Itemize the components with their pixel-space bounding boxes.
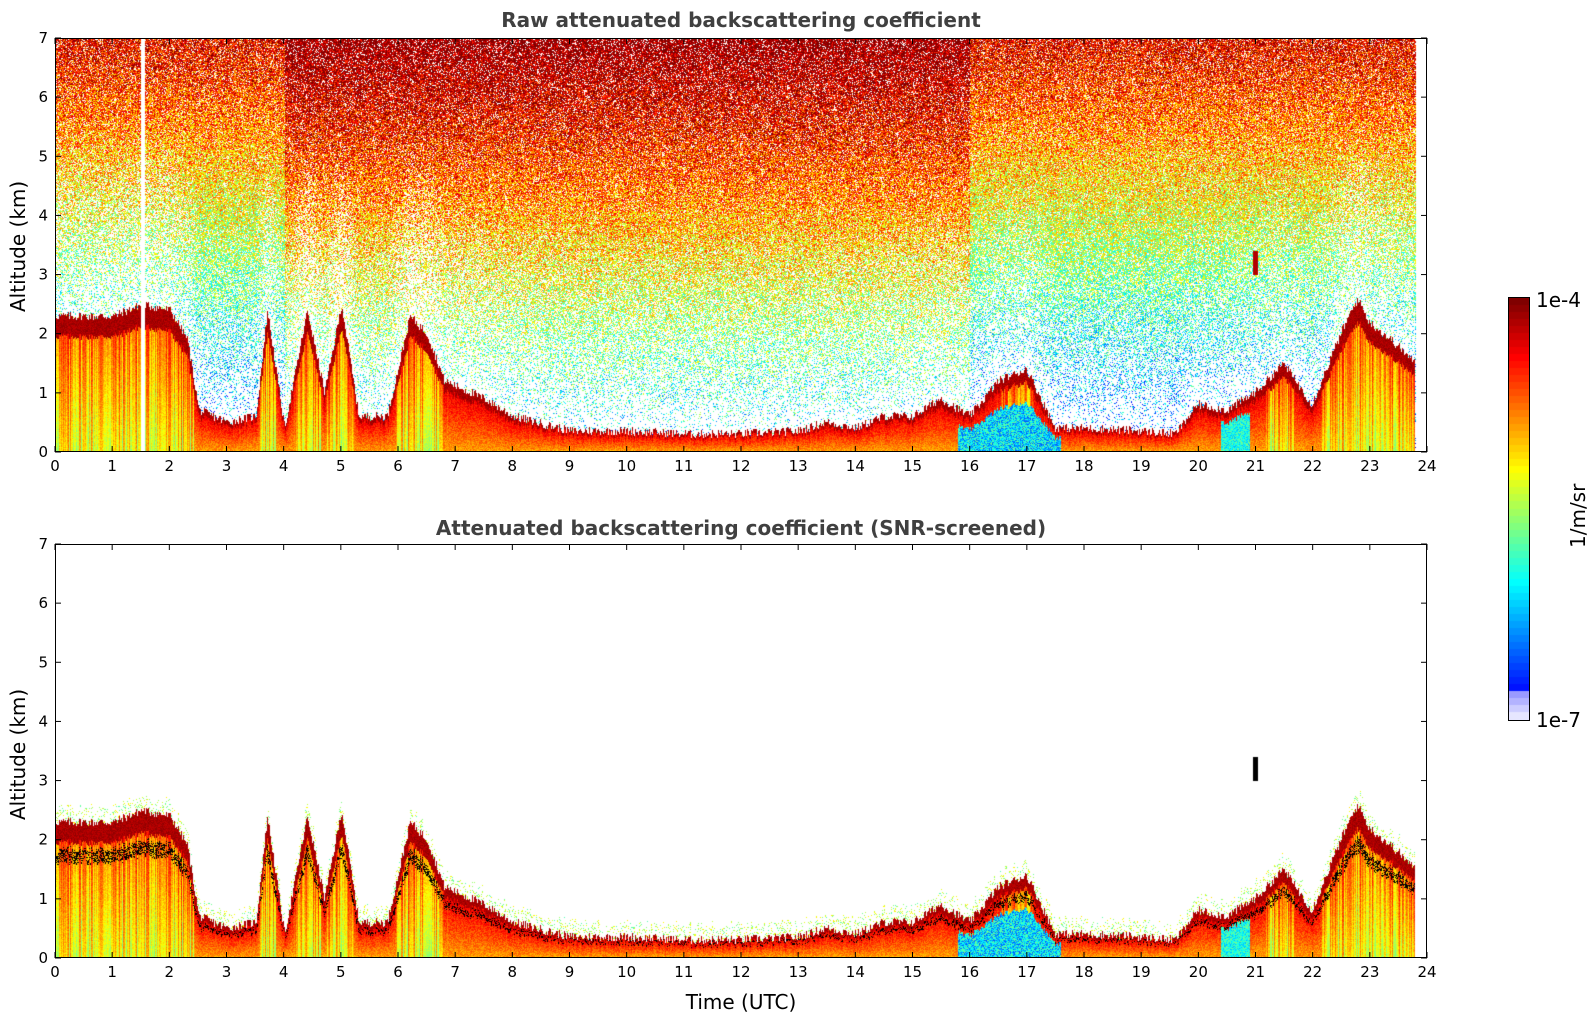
- top-ytick-label: 3: [38, 266, 48, 284]
- top-xtick-label: 10: [617, 457, 636, 475]
- top-xtick-label: 7: [450, 457, 460, 475]
- top-xtick-label: 19: [1132, 457, 1151, 475]
- bottom-xtick-label: 2: [165, 963, 175, 981]
- bottom-xtick-label: 13: [789, 963, 808, 981]
- bottom-xtick-label: 14: [846, 963, 865, 981]
- top-xtick-label: 0: [50, 457, 60, 475]
- top-xtick-label: 2: [165, 457, 175, 475]
- top-xtick-label: 4: [279, 457, 289, 475]
- top-ytick-label: 0: [38, 443, 48, 461]
- bottom-ytick-label: 1: [38, 890, 48, 908]
- top-xtick-label: 13: [789, 457, 808, 475]
- top-xtick-label: 15: [903, 457, 922, 475]
- top-xtick-label: 24: [1417, 457, 1436, 475]
- top-xtick-label: 17: [1017, 457, 1036, 475]
- top-ytick-label: 1: [38, 384, 48, 402]
- top-xtick-label: 1: [107, 457, 117, 475]
- top-xtick-label: 5: [336, 457, 346, 475]
- bottom-ytick-label: 5: [38, 653, 48, 671]
- top-xtick-label: 21: [1246, 457, 1265, 475]
- bottom-chart-title: Attenuated backscattering coefficient (S…: [435, 516, 1047, 540]
- bottom-xtick-label: 22: [1303, 963, 1322, 981]
- bottom-ytick-label: 3: [38, 772, 48, 790]
- bottom-xtick-label: 6: [393, 963, 403, 981]
- top-xtick-label: 9: [565, 457, 575, 475]
- top-xtick-label: 23: [1360, 457, 1379, 475]
- top-ytick-label: 7: [38, 29, 48, 47]
- top-heatmap-canvas: [56, 39, 1426, 451]
- bottom-heatmap-canvas: [56, 545, 1426, 957]
- top-xtick-label: 8: [508, 457, 518, 475]
- bottom-xtick-label: 12: [731, 963, 750, 981]
- bottom-xtick-label: 10: [617, 963, 636, 981]
- top-xtick-label: 11: [674, 457, 693, 475]
- bottom-ytick-label: 6: [38, 594, 48, 612]
- colorbar-max-label: 1e-4: [1536, 288, 1581, 312]
- bottom-xtick-label: 8: [508, 963, 518, 981]
- bottom-xtick-label: 11: [674, 963, 693, 981]
- top-xtick-label: 3: [222, 457, 232, 475]
- top-xtick-label: 22: [1303, 457, 1322, 475]
- bottom-xtick-label: 0: [50, 963, 60, 981]
- bottom-xtick-label: 24: [1417, 963, 1436, 981]
- bottom-xtick-label: 9: [565, 963, 575, 981]
- bottom-xtick-label: 17: [1017, 963, 1036, 981]
- top-heatmap-area: [55, 38, 1427, 452]
- top-xtick-label: 12: [731, 457, 750, 475]
- bottom-x-axis-label: Time (UTC): [685, 990, 797, 1014]
- bottom-heatmap-area: [55, 544, 1427, 958]
- bottom-xtick-label: 7: [450, 963, 460, 981]
- top-xtick-label: 6: [393, 457, 403, 475]
- colorbar-min-label: 1e-7: [1536, 708, 1581, 732]
- bottom-xtick-label: 19: [1132, 963, 1151, 981]
- bottom-xtick-label: 5: [336, 963, 346, 981]
- top-xtick-label: 18: [1074, 457, 1093, 475]
- bottom-xtick-label: 18: [1074, 963, 1093, 981]
- bottom-xtick-label: 23: [1360, 963, 1379, 981]
- bottom-xtick-label: 1: [107, 963, 117, 981]
- top-xtick-label: 20: [1189, 457, 1208, 475]
- colorbar-unit-label: 1/m/sr: [1566, 483, 1590, 548]
- top-ytick-label: 4: [38, 206, 48, 224]
- bottom-ytick-label: 0: [38, 949, 48, 967]
- top-chart-title: Raw attenuated backscattering coefficien…: [501, 8, 981, 32]
- top-xtick-label: 14: [846, 457, 865, 475]
- bottom-ytick-label: 4: [38, 712, 48, 730]
- top-ytick-label: 6: [38, 88, 48, 106]
- bottom-xtick-label: 15: [903, 963, 922, 981]
- bottom-ytick-label: 7: [38, 535, 48, 553]
- bottom-ytick-label: 2: [38, 831, 48, 849]
- colorbar-gradient: [1509, 298, 1529, 720]
- colorbar: [1508, 297, 1530, 721]
- bottom-xtick-label: 16: [960, 963, 979, 981]
- bottom-xtick-label: 4: [279, 963, 289, 981]
- bottom-xtick-label: 3: [222, 963, 232, 981]
- bottom-xtick-label: 21: [1246, 963, 1265, 981]
- top-ytick-label: 5: [38, 147, 48, 165]
- top-ytick-label: 2: [38, 325, 48, 343]
- top-xtick-label: 16: [960, 457, 979, 475]
- bottom-xtick-label: 20: [1189, 963, 1208, 981]
